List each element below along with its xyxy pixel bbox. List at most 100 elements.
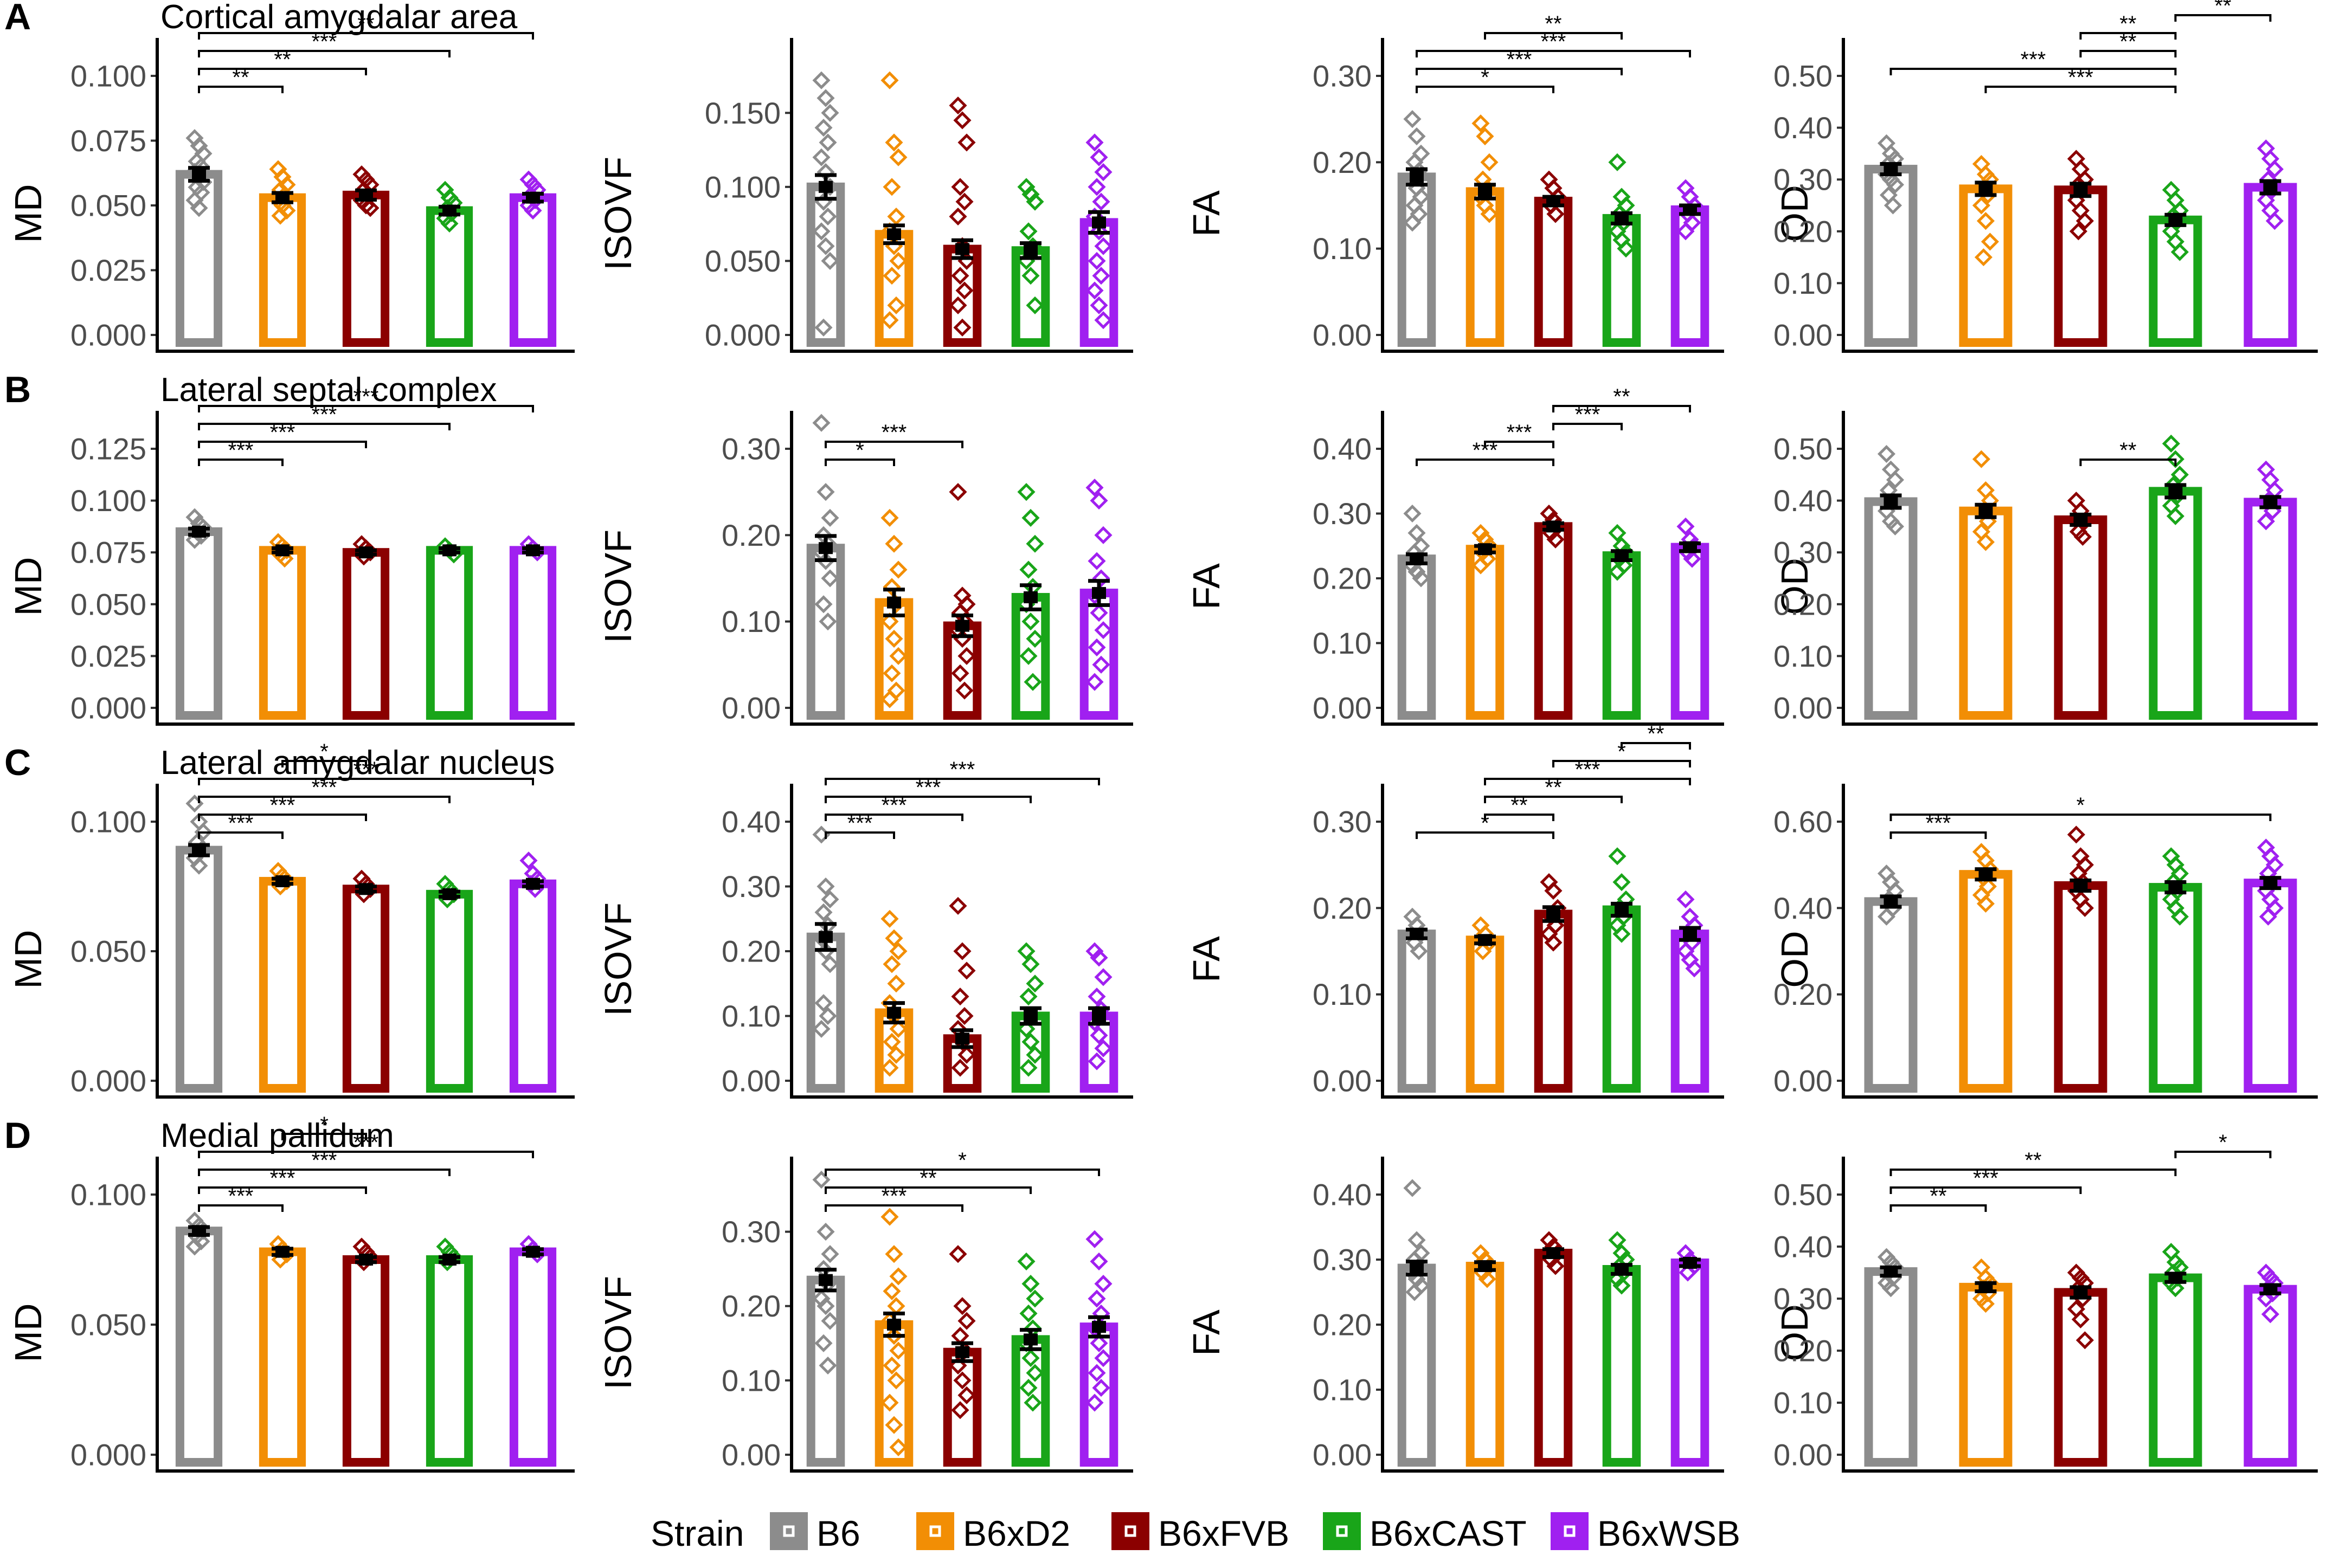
legend-swatch-b6xd2 — [916, 1512, 954, 1550]
mean-marker — [442, 544, 457, 557]
bar-b6xd2 — [1465, 1262, 1505, 1467]
data-point — [1976, 894, 1995, 913]
mean-marker — [526, 877, 540, 890]
y-tick-label: 0.50 — [1773, 432, 1833, 466]
significance-label: * — [1481, 66, 1489, 89]
significance-bracket — [198, 423, 451, 430]
bar-b6xfvb — [2054, 1288, 2107, 1467]
data-point — [1981, 233, 2000, 251]
data-point — [885, 133, 903, 152]
bar-b6xfvb — [943, 621, 982, 720]
panel-a-od: OD0.000.100.200.300.400.50 ************ — [1773, 0, 2318, 353]
data-point — [1407, 524, 1426, 542]
panel-b-fa: FA0.000.100.200.300.40 *********** — [1185, 385, 1724, 726]
significance-bracket — [825, 1204, 963, 1212]
data-point — [1017, 1252, 1036, 1270]
data-point — [880, 508, 899, 527]
y-axis-label: OD — [1773, 558, 1816, 615]
mean-marker — [1410, 553, 1424, 565]
significance-label: * — [320, 740, 329, 764]
data-point — [812, 222, 831, 241]
data-point — [1085, 673, 1104, 691]
panel-title: Lateral amygdalar nucleus — [160, 744, 555, 782]
mean-marker — [526, 1246, 540, 1258]
bar-b6xfvb — [1534, 197, 1573, 347]
data-point — [2166, 450, 2185, 468]
significance-bracket — [1416, 50, 1691, 57]
significance-bracket — [1621, 742, 1691, 750]
significance-bracket — [1484, 441, 1554, 448]
significance-label: ** — [1647, 722, 1664, 746]
panel-a-fa: FA0.000.100.200.30 ********* — [1185, 12, 1724, 353]
significance-label: *** — [950, 758, 975, 782]
y-tick-label: 0.40 — [1773, 111, 1833, 145]
y-tick-label: 0.00 — [722, 1438, 781, 1472]
significance-bracket — [1552, 423, 1623, 430]
y-axis-label: OD — [1773, 185, 1816, 242]
y-tick-label: 0.00 — [722, 691, 781, 725]
data-point — [1877, 907, 1896, 926]
data-point — [883, 267, 901, 285]
bar-b6xwsb — [2243, 879, 2297, 1093]
row-c: C Lateral amygdalar nucleus MD 0.000 0.050 0.… — [4, 722, 2318, 1099]
data-point — [1476, 127, 1494, 146]
data-point — [1094, 1349, 1113, 1367]
bar-b6 — [175, 846, 223, 1093]
mean-marker — [1978, 1281, 1993, 1293]
mean-marker — [1024, 591, 1038, 604]
data-point — [880, 909, 899, 928]
data-point — [885, 629, 903, 648]
significance-label: * — [2219, 1131, 2227, 1154]
data-point — [1090, 1026, 1108, 1044]
y-tick-label: 0.00 — [1773, 1064, 1833, 1098]
bar-b6xcast — [1602, 551, 1641, 720]
bar-b6xd2 — [1959, 870, 2013, 1093]
mean-marker — [1478, 185, 1492, 198]
y-tick-label: 0.10 — [1313, 626, 1372, 660]
y-tick-label: 0.40 — [1313, 1178, 1372, 1212]
mean-marker — [192, 844, 206, 856]
y-tick-label: 0.050 — [70, 934, 146, 969]
data-point — [1088, 552, 1106, 570]
data-point — [1612, 1276, 1631, 1295]
y-tick-label: 0.100 — [70, 483, 146, 518]
data-point — [814, 903, 833, 921]
y-axis-label: FA — [1185, 190, 1227, 237]
data-point — [190, 199, 208, 217]
data-point — [887, 1046, 905, 1064]
data-point — [821, 104, 839, 122]
y-tick-label: 0.025 — [70, 253, 146, 287]
mean-marker — [1615, 212, 1629, 224]
data-point — [2257, 1289, 2275, 1308]
data-point — [1085, 942, 1104, 960]
y-tick-label: 0.40 — [1313, 432, 1372, 466]
data-point — [1608, 1270, 1627, 1288]
data-point — [885, 929, 903, 947]
data-point — [1683, 550, 1701, 568]
bar-b6xwsb — [1079, 589, 1118, 720]
data-point — [440, 214, 459, 233]
data-point — [819, 207, 837, 226]
data-point — [949, 207, 967, 226]
data-point — [819, 612, 837, 631]
data-point — [1471, 524, 1490, 542]
data-point — [1021, 1275, 1040, 1293]
data-point — [1403, 214, 1422, 232]
legend-label: B6xFVB — [1158, 1513, 1289, 1553]
data-point — [814, 119, 833, 137]
data-point — [1546, 1257, 1565, 1275]
data-point — [361, 199, 380, 217]
mean-marker — [1883, 1266, 1898, 1278]
data-point — [883, 664, 901, 682]
data-point — [271, 207, 290, 225]
significance-bracket — [198, 441, 367, 448]
mean-marker — [2168, 485, 2183, 498]
y-tick-label: 0.050 — [70, 1308, 146, 1342]
legend-title: Strain — [651, 1513, 744, 1553]
y-tick-label: 0.00 — [1773, 1438, 1833, 1472]
data-point — [1094, 163, 1113, 182]
bar-b6xcast — [2149, 1273, 2202, 1467]
significance-bracket — [2079, 459, 2177, 466]
data-point — [1019, 222, 1038, 241]
